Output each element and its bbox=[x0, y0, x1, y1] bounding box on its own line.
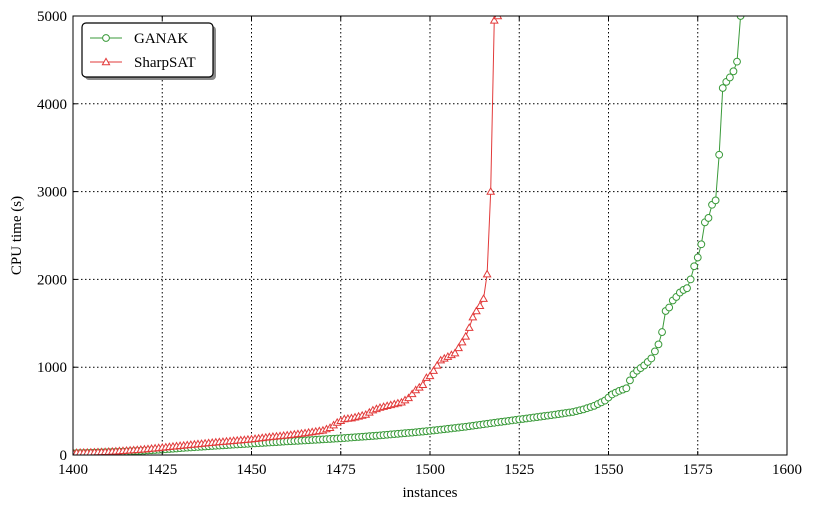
ganak-point bbox=[622, 384, 631, 393]
ganak-point bbox=[686, 275, 695, 284]
x-tick-label: 1600 bbox=[772, 462, 802, 478]
sharpsat-point bbox=[493, 16, 503, 20]
sharpsat-point bbox=[489, 16, 499, 24]
ganak-point bbox=[718, 84, 727, 92]
legend-box bbox=[81, 22, 214, 78]
ganak-legend-label: GANAK bbox=[134, 31, 188, 47]
tick-layer: 1400 1425 1450 1475 1500 1525 1550 1575 1600 0 100… bbox=[37, 9, 802, 478]
sharpsat-point bbox=[407, 389, 417, 398]
sharpsat-point bbox=[475, 301, 485, 309]
y-tick-label: 0 bbox=[60, 448, 68, 464]
ganak-line bbox=[73, 16, 742, 454]
ganak-legend-marker bbox=[102, 34, 110, 42]
ganak-point bbox=[711, 196, 720, 205]
sharpsat-point bbox=[464, 323, 474, 331]
ganak-point bbox=[647, 354, 656, 363]
sharpsat-point bbox=[479, 294, 489, 302]
x-axis-label: instances bbox=[403, 485, 458, 501]
ganak-point bbox=[704, 214, 713, 222]
ganak-point bbox=[651, 347, 659, 356]
sharpsat-point bbox=[404, 393, 414, 402]
x-tick-label: 1475 bbox=[326, 462, 356, 478]
ganak-point bbox=[658, 328, 666, 336]
sharpsat-line bbox=[73, 16, 499, 454]
ganak-point bbox=[683, 284, 691, 293]
ganak-point bbox=[654, 340, 663, 349]
x-tick-label: 1400 bbox=[58, 462, 88, 478]
y-tick-label: 3000 bbox=[37, 185, 67, 201]
x-tick-label: 1425 bbox=[147, 462, 177, 478]
y-tick-label: 2000 bbox=[37, 272, 67, 288]
y-tick-label: 5000 bbox=[37, 9, 67, 25]
sharpsat-point bbox=[482, 269, 492, 278]
sharpsat-point bbox=[429, 366, 439, 374]
x-tick-label: 1525 bbox=[504, 462, 534, 478]
sharpsat-point bbox=[471, 306, 481, 315]
sharpsat-point bbox=[454, 343, 464, 352]
x-tick-label: 1450 bbox=[237, 462, 267, 478]
sharpsat-legend-marker bbox=[101, 57, 111, 66]
ganak-point bbox=[697, 240, 706, 249]
y-axis-label: CPU time (s) bbox=[9, 196, 25, 275]
legend: GANAK SharpSAT bbox=[81, 22, 216, 80]
sharpsat-point bbox=[450, 348, 460, 357]
x-tick-label: 1575 bbox=[683, 462, 713, 478]
ganak-point bbox=[665, 303, 674, 312]
ganak-point bbox=[725, 73, 734, 82]
sharpsat-point bbox=[468, 312, 478, 321]
series-layer bbox=[73, 16, 745, 455]
ganak-point bbox=[733, 57, 741, 66]
sharpsat-series bbox=[73, 16, 503, 455]
x-tick-label: 1550 bbox=[594, 462, 624, 478]
y-tick-label: 4000 bbox=[37, 97, 67, 113]
grid bbox=[73, 16, 787, 455]
sharpsat-point bbox=[418, 380, 428, 388]
ganak-point bbox=[690, 262, 699, 271]
x-tick-label: 1500 bbox=[415, 462, 445, 478]
sharpsat-point bbox=[425, 371, 435, 380]
sharpsat-point bbox=[432, 360, 442, 369]
y-tick-label: 1000 bbox=[37, 360, 67, 376]
ganak-point bbox=[693, 253, 702, 262]
sharpsat-point bbox=[486, 186, 496, 195]
ganak-point bbox=[626, 376, 634, 385]
ganak-point bbox=[729, 67, 738, 76]
sharpsat-legend-label: SharpSAT bbox=[134, 55, 196, 71]
ganak-point bbox=[715, 150, 724, 159]
sharpsat-point bbox=[461, 331, 471, 340]
sharpsat-point bbox=[457, 337, 467, 346]
